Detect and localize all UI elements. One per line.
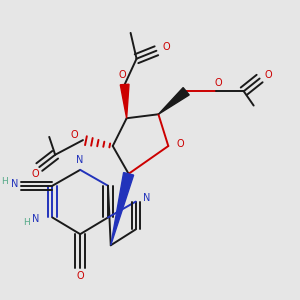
Text: O: O [265,70,272,80]
Text: H: H [2,177,8,186]
Text: N: N [32,214,40,224]
Text: N: N [11,179,18,189]
Text: O: O [32,169,39,179]
Text: O: O [70,130,78,140]
Text: O: O [76,271,84,281]
Text: O: O [176,139,184,149]
Text: O: O [119,70,127,80]
Polygon shape [158,88,189,114]
Polygon shape [111,172,134,245]
Text: H: H [22,218,29,227]
Text: O: O [163,42,170,52]
Polygon shape [120,84,129,118]
Text: O: O [214,77,222,88]
Text: N: N [143,193,151,202]
Text: N: N [76,155,84,165]
